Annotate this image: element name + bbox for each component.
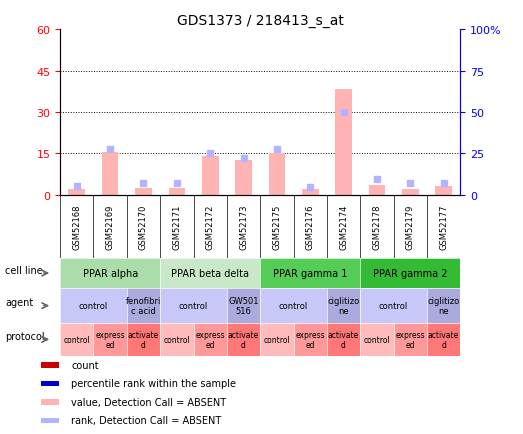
Text: activate
d: activate d: [328, 330, 359, 349]
Text: GSM52173: GSM52173: [239, 204, 248, 250]
Text: GSM52168: GSM52168: [72, 204, 81, 250]
Text: control: control: [379, 302, 408, 310]
Title: GDS1373 / 218413_s_at: GDS1373 / 218413_s_at: [177, 14, 344, 28]
Text: control: control: [63, 335, 90, 344]
Text: control: control: [264, 335, 290, 344]
Bar: [102, 153, 119, 195]
Bar: [235, 161, 252, 195]
Text: protocol: protocol: [6, 332, 45, 341]
Bar: [202, 157, 219, 195]
Text: agent: agent: [6, 298, 34, 307]
Text: PPAR gamma 1: PPAR gamma 1: [273, 269, 347, 278]
Text: GSM52179: GSM52179: [406, 204, 415, 250]
Text: control: control: [79, 302, 108, 310]
Text: ciglitizo
ne: ciglitizo ne: [327, 296, 360, 316]
Text: activate
d: activate d: [128, 330, 159, 349]
Text: rank, Detection Call = ABSENT: rank, Detection Call = ABSENT: [71, 415, 222, 425]
Text: control: control: [179, 302, 208, 310]
Text: percentile rank within the sample: percentile rank within the sample: [71, 378, 236, 388]
Text: count: count: [71, 360, 99, 370]
Text: GSM52175: GSM52175: [272, 204, 281, 250]
Text: GSM52172: GSM52172: [206, 204, 214, 250]
Bar: [369, 186, 385, 195]
Bar: [69, 190, 85, 195]
Text: PPAR beta delta: PPAR beta delta: [171, 269, 249, 278]
Bar: [168, 188, 185, 195]
Bar: [135, 188, 152, 195]
Text: fenofibri
c acid: fenofibri c acid: [126, 296, 161, 316]
Text: express
ed: express ed: [395, 330, 425, 349]
Text: control: control: [279, 302, 308, 310]
Text: GSM52169: GSM52169: [106, 204, 115, 250]
Text: express
ed: express ed: [95, 330, 125, 349]
Bar: [41, 418, 59, 423]
Text: ciglitizo
ne: ciglitizo ne: [427, 296, 460, 316]
Bar: [402, 190, 418, 195]
Text: cell line: cell line: [6, 266, 43, 275]
Bar: [335, 89, 352, 195]
Text: control: control: [363, 335, 390, 344]
Text: GW501
516: GW501 516: [228, 296, 259, 316]
Text: control: control: [164, 335, 190, 344]
Text: GSM52177: GSM52177: [439, 204, 448, 250]
Bar: [268, 154, 285, 195]
Text: PPAR gamma 2: PPAR gamma 2: [373, 269, 448, 278]
Bar: [41, 362, 59, 368]
Text: GSM52171: GSM52171: [173, 204, 181, 250]
Text: activate
d: activate d: [428, 330, 459, 349]
Text: value, Detection Call = ABSENT: value, Detection Call = ABSENT: [71, 397, 226, 407]
Text: GSM52176: GSM52176: [306, 204, 315, 250]
Text: express
ed: express ed: [196, 330, 225, 349]
Text: activate
d: activate d: [228, 330, 259, 349]
Text: GSM52178: GSM52178: [372, 204, 381, 250]
Bar: [41, 381, 59, 386]
Text: express
ed: express ed: [295, 330, 325, 349]
Bar: [435, 187, 452, 195]
Text: GSM52170: GSM52170: [139, 204, 148, 250]
Bar: [41, 399, 59, 404]
Text: PPAR alpha: PPAR alpha: [83, 269, 138, 278]
Text: GSM52174: GSM52174: [339, 204, 348, 250]
Bar: [302, 190, 319, 195]
